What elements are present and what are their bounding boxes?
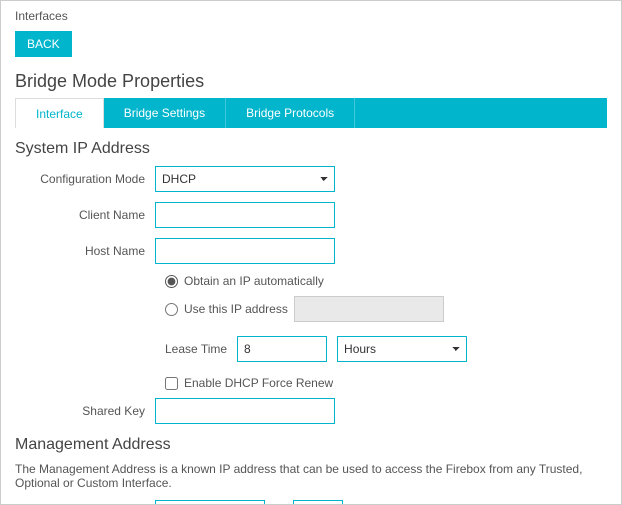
mgmt-description: The Management Address is a known IP add… [15, 462, 607, 490]
shared-key-input[interactable] [155, 398, 335, 424]
mgmt-title: Management Address [15, 436, 607, 454]
system-ip-title: System IP Address [15, 140, 607, 158]
back-button[interactable]: BACK [15, 31, 72, 57]
force-renew-label: Enable DHCP Force Renew [184, 376, 333, 390]
config-mode-select[interactable]: DHCP [155, 166, 335, 192]
page-title: Bridge Mode Properties [15, 71, 607, 92]
breadcrumb: Interfaces [15, 9, 607, 23]
shared-key-label: Shared Key [15, 404, 155, 418]
tab-bar: Interface Bridge Settings Bridge Protoco… [15, 98, 607, 128]
lease-unit-select[interactable]: Hours [337, 336, 467, 362]
host-name-input[interactable] [155, 238, 335, 264]
tab-interface[interactable]: Interface [15, 98, 104, 128]
use-ip-label: Use this IP address [184, 302, 288, 316]
client-name-label: Client Name [15, 208, 155, 222]
tab-bridge-settings[interactable]: Bridge Settings [104, 98, 226, 128]
lease-time-input[interactable] [237, 336, 327, 362]
force-renew-checkbox[interactable] [165, 377, 178, 390]
host-name-label: Host Name [15, 244, 155, 258]
mgmt-ip-input[interactable] [155, 500, 265, 505]
use-ip-radio[interactable] [165, 303, 178, 316]
use-ip-input [294, 296, 444, 322]
mgmt-mask-input[interactable] [293, 500, 343, 505]
config-mode-label: Configuration Mode [15, 172, 155, 186]
obtain-ip-auto-radio[interactable] [165, 275, 178, 288]
obtain-ip-auto-label: Obtain an IP automatically [184, 274, 324, 288]
lease-time-label: Lease Time [165, 342, 227, 356]
client-name-input[interactable] [155, 202, 335, 228]
tab-bridge-protocols[interactable]: Bridge Protocols [226, 98, 355, 128]
